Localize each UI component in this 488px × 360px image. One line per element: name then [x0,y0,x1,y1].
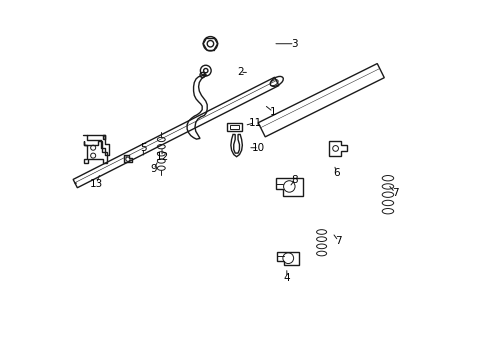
Text: 8: 8 [291,175,297,185]
Text: 6: 6 [333,168,339,178]
Text: 7: 7 [391,188,398,198]
Text: 7: 7 [334,236,341,246]
Text: 10: 10 [252,143,265,153]
Text: 5: 5 [140,143,146,153]
Text: 11: 11 [248,118,262,128]
Text: 1: 1 [269,107,276,117]
Bar [230,125,238,129]
Text: 4: 4 [283,273,289,283]
Polygon shape [258,64,384,137]
Text: 13: 13 [90,179,103,189]
Text: 9: 9 [150,164,157,174]
Bar [226,123,242,131]
Text: 2: 2 [236,67,243,77]
Text: 3: 3 [291,39,297,49]
Text: 12: 12 [155,152,168,162]
